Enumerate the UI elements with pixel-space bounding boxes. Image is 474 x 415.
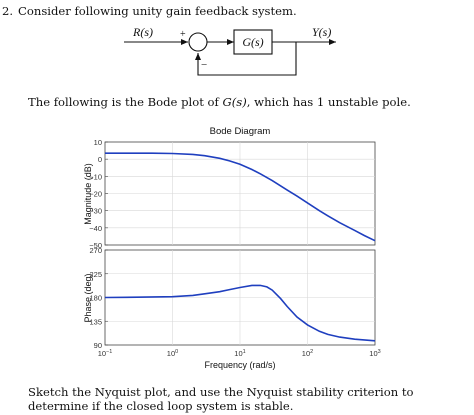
output-label: Y(s) (312, 25, 331, 39)
footer-question: Sketch the Nyquist plot, and use the Nyq… (28, 385, 414, 413)
phase-axis-label: Phase (deg) (83, 273, 93, 322)
plant-label: G(s) (242, 35, 263, 49)
magnitude-tick-label: −50 (89, 241, 102, 250)
frequency-tick-label: 100 (167, 349, 178, 358)
frequency-tick-exponent: 0 (175, 349, 178, 355)
frequency-tick-exponent: 1 (243, 349, 246, 355)
intro-before: The following is the Bode plot of (28, 95, 223, 109)
intro-math: G(s) (222, 95, 247, 109)
phase-tick-label: 135 (89, 317, 102, 326)
magnitude-tick-label: −20 (89, 190, 102, 199)
phase-tick-label: 180 (89, 294, 102, 303)
phase-tick-label: 225 (89, 270, 102, 279)
frequency-tick-label: 103 (369, 349, 380, 358)
minus-sign: − (201, 59, 207, 71)
frequency-tick-label: 102 (302, 349, 313, 358)
magnitude-tick-label: −10 (89, 172, 102, 181)
intro-sentence: The following is the Bode plot of G(s), … (28, 95, 411, 109)
magnitude-tick-label: −40 (89, 224, 102, 233)
frequency-tick-exponent: 3 (378, 349, 381, 355)
frequency-tick-exponent: −1 (106, 349, 112, 355)
frequency-tick-label: 101 (234, 349, 245, 358)
frequency-tick-label: 10−1 (98, 349, 113, 358)
feedback-path (195, 42, 297, 76)
phase-tick-label: 270 (89, 246, 102, 255)
magnitude-axis-label: Magnitude (dB) (83, 163, 93, 225)
summing-junction (188, 32, 208, 52)
phase-tick-label: 90 (94, 341, 102, 350)
magnitude-tick-label: 10 (94, 138, 102, 147)
bode-title: Bode Diagram (210, 126, 271, 137)
bode-plot: Bode Diagram 100−10−20−30−40−50 Magnitud… (83, 126, 381, 370)
phase-curve (104, 284, 376, 342)
magnitude-curve (105, 152, 376, 242)
plant-block (233, 29, 273, 55)
magnitude-tick-label: 0 (98, 155, 102, 164)
input-label: R(s) (132, 25, 153, 39)
question-number: 2. (2, 4, 14, 18)
frequency-axis-label: Frequency (rad/s) (204, 360, 275, 370)
plus-sign: + (180, 29, 186, 40)
block-diagram: R(s) + G(s) Y(s) − (124, 25, 336, 76)
question-text: Consider following unity gain feedback s… (18, 4, 297, 18)
frequency-tick-exponent: 2 (310, 349, 313, 355)
intro-after: , which has 1 unstable pole. (246, 95, 411, 109)
magnitude-tick-label: −30 (89, 207, 102, 216)
